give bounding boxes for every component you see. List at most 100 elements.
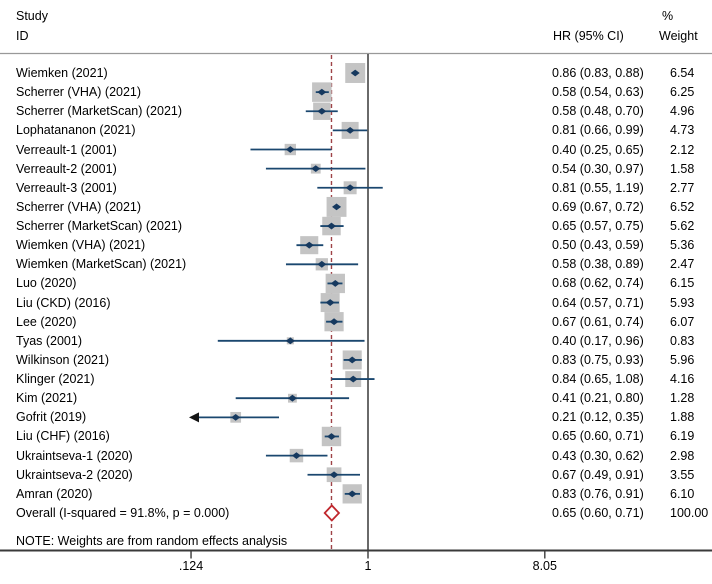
weight-value: 3.55: [670, 467, 695, 482]
overall-label: Overall (I-squared = 91.8%, p = 0.000): [16, 505, 230, 520]
weight-value: 0.83: [670, 333, 695, 348]
study-label: Verreault-2 (2001): [16, 161, 117, 176]
study-label: Lophatananon (2021): [16, 123, 136, 138]
col-header-hr-ci: HR (95% CI): [553, 29, 624, 43]
hr-ci-value: 0.43 (0.30, 0.62): [552, 448, 644, 463]
study-label: Klinger (2021): [16, 372, 95, 387]
x-axis-tick-label: 8.05: [532, 559, 557, 573]
point-estimate-marker: [317, 107, 327, 115]
study-label: Scherrer (MarketScan) (2021): [16, 104, 183, 119]
hr-ci-value: 0.83 (0.75, 0.93): [552, 352, 644, 367]
weight-value: 6.10: [670, 486, 695, 501]
weight-value: 6.25: [670, 85, 695, 100]
point-estimate-marker: [291, 452, 301, 459]
weight-value: 5.62: [670, 219, 695, 234]
weight-value: 1.88: [670, 410, 695, 425]
point-estimate-marker: [325, 299, 335, 306]
point-estimate-marker: [329, 318, 339, 326]
point-estimate-marker: [332, 203, 342, 211]
study-label: Lee (2020): [16, 314, 77, 329]
study-label: Ukraintseva-1 (2020): [16, 448, 133, 463]
study-label: Kim (2021): [16, 391, 78, 406]
point-estimate-marker: [326, 222, 336, 230]
hr-ci-value: 0.86 (0.83, 0.88): [552, 66, 644, 80]
point-estimate-marker: [329, 471, 339, 479]
point-estimate-marker: [348, 375, 358, 383]
weight-value: 6.19: [670, 429, 695, 444]
weight-value: 6.15: [670, 276, 695, 291]
hr-ci-value: 0.84 (0.65, 1.08): [552, 372, 644, 387]
point-estimate-marker: [285, 337, 295, 345]
hr-ci-value: 0.58 (0.54, 0.63): [552, 85, 644, 100]
hr-ci-value: 0.40 (0.17, 0.96): [552, 333, 644, 348]
random-effects-note: NOTE: Weights are from random effects an…: [16, 534, 288, 548]
study-label: Wilkinson (2021): [16, 352, 110, 367]
study-label: Scherrer (VHA) (2021): [16, 199, 142, 214]
hr-ci-value: 0.64 (0.57, 0.71): [552, 295, 644, 310]
study-label: Ukraintseva-2 (2020): [16, 467, 133, 482]
hr-ci-value: 0.41 (0.21, 0.80): [552, 391, 644, 406]
overall-weight-value: 100.00: [670, 505, 709, 520]
point-estimate-marker: [304, 241, 314, 249]
point-estimate-marker: [347, 490, 357, 498]
col-header-id: ID: [16, 29, 29, 43]
col-header-percent: %: [662, 9, 674, 23]
weight-value: 6.07: [670, 314, 695, 329]
study-label: Liu (CHF) (2016): [16, 429, 110, 444]
point-estimate-marker: [347, 356, 357, 364]
weight-value: 4.96: [670, 104, 695, 119]
col-header-study: Study: [16, 9, 48, 23]
study-label: Verreault-3 (2001): [16, 180, 117, 195]
weight-value: 4.16: [670, 372, 695, 387]
hr-ci-value: 0.69 (0.67, 0.72): [552, 199, 644, 214]
study-label: Wiemken (VHA) (2021): [16, 238, 146, 253]
study-label: Liu (CKD) (2016): [16, 295, 111, 310]
hr-ci-value: 0.65 (0.57, 0.75): [552, 219, 644, 234]
hr-ci-value: 0.65 (0.60, 0.71): [552, 429, 644, 444]
weight-value: 2.12: [670, 142, 695, 157]
hr-ci-value: 0.58 (0.48, 0.70): [552, 104, 644, 119]
hr-ci-value: 0.67 (0.49, 0.91): [552, 467, 644, 482]
point-estimate-marker: [317, 88, 327, 96]
point-estimate-marker: [330, 280, 340, 287]
clipped-ci-arrow: [189, 412, 199, 423]
hr-ci-value: 0.68 (0.62, 0.74): [552, 276, 644, 291]
weight-value: 6.52: [670, 199, 695, 214]
point-estimate-marker: [311, 165, 321, 173]
study-label: Luo (2020): [16, 276, 77, 291]
hr-ci-value: 0.58 (0.38, 0.89): [552, 257, 644, 272]
point-estimate-marker: [285, 146, 295, 153]
study-label: Tyas (2001): [16, 333, 83, 348]
study-label: Wiemken (2021): [16, 66, 108, 80]
study-label: Wiemken (MarketScan) (2021): [16, 257, 187, 272]
hr-ci-value: 0.81 (0.55, 1.19): [552, 180, 644, 195]
study-label: Amran (2020): [16, 486, 93, 501]
col-header-weight: Weight: [659, 29, 698, 43]
hr-ci-value: 0.67 (0.61, 0.74): [552, 314, 644, 329]
hr-ci-value: 0.21 (0.12, 0.35): [552, 410, 644, 425]
study-label: Scherrer (VHA) (2021): [16, 85, 142, 100]
x-axis-tick-label: 1: [364, 559, 372, 573]
weight-value: 1.58: [670, 161, 695, 176]
study-label: Verreault-1 (2001): [16, 142, 117, 157]
weight-value: 2.77: [670, 180, 695, 195]
hr-ci-value: 0.54 (0.30, 0.97): [552, 161, 644, 176]
point-estimate-marker: [231, 413, 241, 421]
weight-value: 2.98: [670, 448, 695, 463]
study-label: Gofrit (2019): [16, 410, 87, 425]
weight-value: 5.93: [670, 295, 695, 310]
point-estimate-marker: [345, 184, 355, 192]
hr-ci-value: 0.50 (0.43, 0.59): [552, 238, 644, 253]
overall-diamond: [323, 504, 341, 522]
point-estimate-marker: [350, 69, 360, 77]
point-estimate-marker: [326, 433, 336, 440]
weight-value: 5.96: [670, 352, 695, 367]
hr-ci-value: 0.83 (0.76, 0.91): [552, 486, 644, 501]
point-estimate-marker: [287, 394, 297, 402]
overall-hr-ci-value: 0.65 (0.60, 0.71): [552, 505, 644, 520]
weight-value: 1.28: [670, 391, 695, 406]
point-estimate-marker: [345, 126, 355, 134]
point-estimate-marker: [317, 260, 327, 268]
